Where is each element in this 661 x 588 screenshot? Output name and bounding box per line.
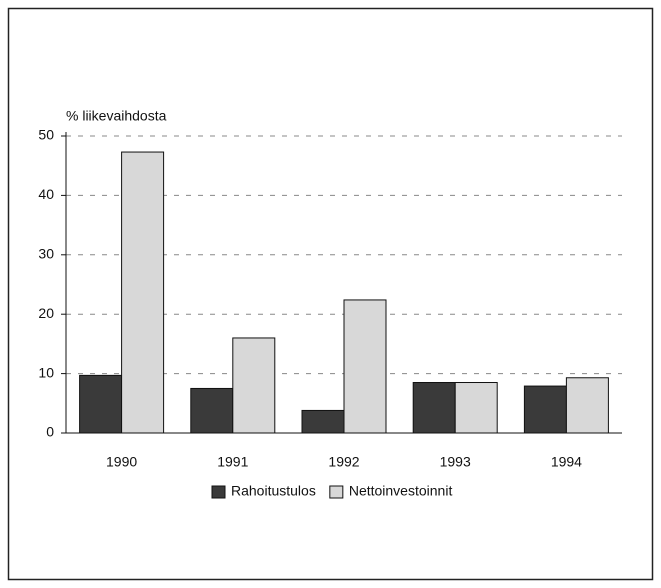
bar [343, 299, 387, 434]
bar [523, 385, 567, 434]
bar [412, 382, 456, 434]
y-tick-label: 20 [38, 305, 54, 321]
x-tick-label: 1990 [106, 454, 137, 470]
y-tick-label: 40 [38, 186, 54, 202]
x-tick-label: 1992 [328, 454, 359, 470]
bar [190, 387, 234, 434]
x-tick-label: 1991 [217, 454, 248, 470]
bar [232, 337, 276, 434]
legend-label: Nettoinvestoinnit [349, 483, 453, 499]
bar [565, 377, 609, 434]
legend-label: Rahoitustulos [231, 483, 316, 499]
legend-swatch [211, 485, 226, 499]
bar [454, 382, 498, 434]
y-tick-label: 0 [46, 424, 54, 440]
y-tick-label: 30 [38, 246, 54, 262]
x-tick-label: 1993 [440, 454, 471, 470]
x-tick-label: 1994 [551, 454, 582, 470]
frame [7, 7, 654, 581]
y-axis-label: % liikevaihdosta [66, 108, 167, 124]
bar [121, 151, 165, 434]
bar [79, 374, 123, 434]
y-tick-label: 10 [38, 364, 54, 380]
legend-swatch [329, 485, 344, 499]
bar [301, 409, 345, 434]
y-tick-label: 50 [38, 127, 54, 143]
